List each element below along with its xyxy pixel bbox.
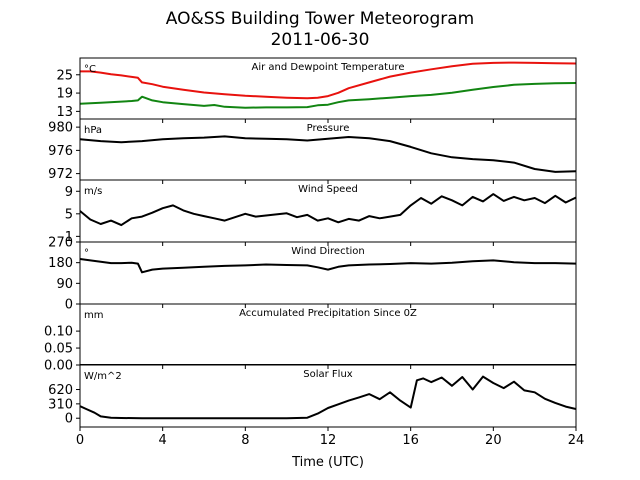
solar-y-tick-label: 620: [48, 383, 73, 398]
temp-series-line-1: [80, 82, 576, 109]
wind-direction-y-tick-label: 180: [48, 256, 73, 271]
pressure-series-line-0: [80, 135, 576, 173]
wind-direction-panel-title: Wind Direction: [291, 246, 365, 257]
x-tick-label: 12: [320, 433, 337, 448]
solar-panel-title: Solar Flux: [303, 369, 353, 380]
solar-series-line-0: [80, 375, 576, 420]
wind-speed-y-tick-label: 9: [65, 185, 73, 200]
wind-direction-unit-label: °: [84, 248, 89, 259]
solar-y-tick-label: 0: [65, 412, 73, 427]
x-tick-label: 20: [485, 433, 502, 448]
pressure-y-tick-label: 980: [48, 121, 73, 136]
precip-y-tick-label: 0.10: [44, 325, 73, 340]
x-tick-label: 4: [159, 433, 167, 448]
pressure-unit-label: hPa: [84, 125, 102, 136]
pressure-panel-title: Pressure: [307, 123, 350, 134]
wind-direction-series-line-0: [80, 258, 576, 274]
wind-speed-panel-title: Wind Speed: [298, 184, 358, 195]
pressure-y-tick-label: 972: [48, 167, 73, 182]
x-tick-label: 8: [241, 433, 249, 448]
solar-unit-label: W/m^2: [84, 371, 122, 382]
temp-panel-title: Air and Dewpoint Temperature: [252, 62, 405, 73]
wind-direction-y-tick-label: 0: [65, 298, 73, 313]
wind-speed-y-tick-label: 1: [65, 230, 73, 245]
wind-speed-series-line-0: [80, 193, 576, 227]
panel-wind-direction: 0 90 180 270 ° Wind Direction: [48, 236, 577, 313]
solar-y-tick-label: 310: [48, 397, 73, 412]
temp-y-tick-label: 25: [56, 68, 73, 83]
wind-speed-y-tick-label: 5: [65, 207, 73, 222]
temp-series-line-0: [80, 61, 576, 100]
precip-unit-label: mm: [84, 310, 103, 321]
precip-y-tick-label: 0.05: [44, 342, 73, 357]
precip-y-tick-label: 0.00: [44, 359, 73, 374]
x-tick-label: 16: [402, 433, 419, 448]
panel-pressure: 972 976 980 hPa Pressure: [48, 118, 577, 184]
temp-unit-label: °C: [84, 64, 96, 75]
precip-panel-title: Accumulated Precipitation Since 0Z: [239, 308, 417, 319]
wind-direction-y-tick-label: 90: [56, 277, 73, 292]
panel-precip: 0.00 0.05 0.10 mm Accumulated Precipitation …: [44, 303, 577, 374]
chart-title: AO&SS Building Tower Meteorogram: [166, 9, 474, 29]
wind-direction-y-tick-label: 270: [48, 236, 73, 251]
temp-y-tick-label: 19: [56, 87, 73, 102]
x-tick-label: 24: [568, 433, 585, 448]
temp-y-tick-label: 13: [56, 105, 73, 120]
chart-subtitle: 2011-06-30: [271, 30, 370, 50]
panel-wind-speed: 1 5 9 m/s Wind Speed: [65, 179, 577, 246]
wind-speed-unit-label: m/s: [84, 186, 102, 197]
pressure-y-tick-label: 976: [48, 144, 73, 159]
panel-temp: 13 19 25 °C Air and Dewpoint Temperature: [56, 57, 577, 123]
x-tick-label: 0: [76, 433, 84, 448]
x-axis: 0 4 8 12 16 20 24: [76, 433, 584, 448]
x-axis-label: Time (UTC): [291, 455, 364, 470]
